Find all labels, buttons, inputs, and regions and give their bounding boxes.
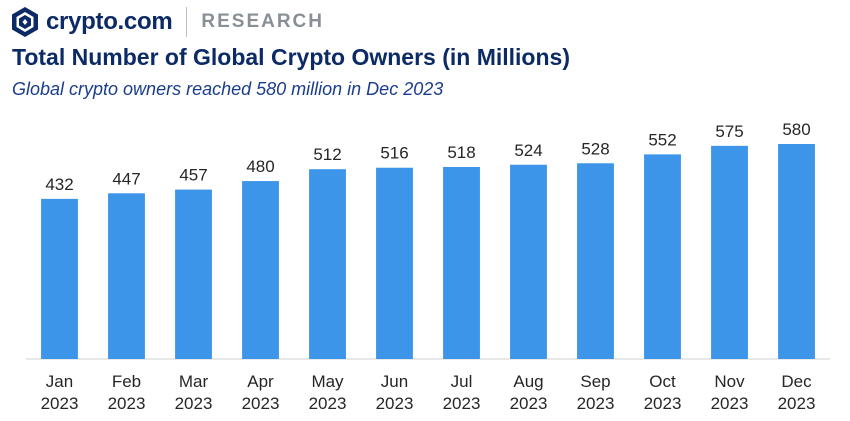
x-tick-label-year: 2023: [175, 394, 213, 413]
x-tick-label-month: May: [311, 372, 344, 391]
value-label: 516: [380, 144, 408, 163]
bar-oct: [644, 154, 681, 359]
chart-subtitle: Global crypto owners reached 580 million…: [12, 79, 444, 99]
value-label: 524: [514, 141, 542, 160]
x-tick-label-month: Jul: [451, 372, 473, 391]
x-tick-label-year: 2023: [242, 394, 280, 413]
bar-apr: [242, 181, 279, 359]
bar-feb: [108, 193, 145, 359]
x-tick-label-month: Dec: [781, 372, 812, 391]
value-label: 575: [715, 122, 743, 141]
chart-title: Total Number of Global Crypto Owners (in…: [12, 44, 570, 70]
bar-nov: [711, 145, 748, 359]
bar-jan: [41, 198, 78, 359]
header-divider: [186, 7, 188, 37]
x-tick-label-month: Feb: [112, 372, 141, 391]
x-tick-label-month: Mar: [179, 372, 209, 391]
x-tick-label-month: Aug: [513, 372, 543, 391]
value-label: 457: [179, 166, 207, 185]
x-tick-label-year: 2023: [41, 394, 79, 413]
crypto-com-logo-icon: [12, 7, 38, 37]
bar-dec: [778, 144, 815, 359]
x-tick-label-year: 2023: [577, 394, 615, 413]
x-tick-label-month: Nov: [714, 372, 745, 391]
bar-may: [309, 169, 346, 359]
x-tick-label-month: Oct: [649, 372, 676, 391]
x-tick-label-month: Jun: [381, 372, 408, 391]
x-tick-label-month: Sep: [580, 372, 610, 391]
value-label: 552: [648, 130, 676, 149]
bar-sep: [577, 163, 614, 359]
value-label: 512: [313, 145, 341, 164]
section-label: RESEARCH: [201, 11, 324, 32]
x-tick-label-year: 2023: [510, 394, 548, 413]
x-tick-label-year: 2023: [376, 394, 414, 413]
x-tick-label-month: Apr: [247, 372, 274, 391]
header: crypto.com RESEARCH: [10, 4, 324, 40]
x-tick-label-month: Jan: [46, 372, 73, 391]
x-tick-label-year: 2023: [108, 394, 146, 413]
bar-mar: [175, 189, 212, 359]
value-label: 580: [782, 120, 810, 139]
x-tick-label-year: 2023: [711, 394, 749, 413]
bar-jun: [376, 167, 413, 359]
bar-aug: [510, 164, 547, 359]
value-label: 447: [112, 169, 140, 188]
x-tick-label-year: 2023: [778, 394, 816, 413]
bar-jul: [443, 166, 480, 359]
value-label: 432: [45, 175, 73, 194]
brand-name: crypto.com: [46, 8, 173, 35]
x-tick-label-year: 2023: [644, 394, 682, 413]
x-tick-label-year: 2023: [443, 394, 481, 413]
value-label: 518: [447, 143, 475, 162]
value-label: 528: [581, 139, 609, 158]
x-tick-label-year: 2023: [309, 394, 347, 413]
value-label: 480: [246, 157, 274, 176]
